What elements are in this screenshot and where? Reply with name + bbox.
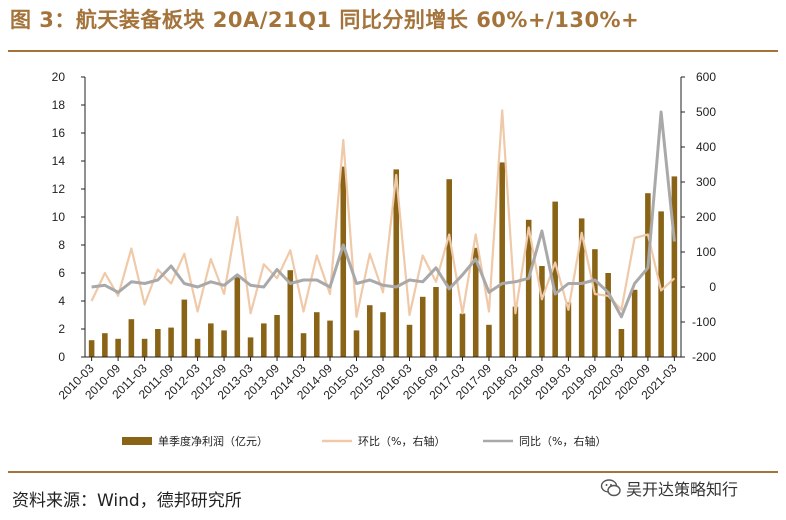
right-tick-label: 200	[696, 210, 716, 224]
bar-2015-06	[366, 305, 373, 357]
left-tick-label: 12	[52, 182, 66, 196]
right-tick-label: 400	[696, 140, 716, 154]
source-note: 资料来源：Wind，德邦研究所	[12, 491, 242, 511]
bar-2014-09	[327, 320, 333, 357]
bar-2015-12	[393, 169, 400, 357]
left-tick-label: 8	[58, 238, 65, 252]
bar-2013-03	[247, 337, 254, 357]
bar-2010-09	[115, 338, 121, 357]
bar-2020-06	[631, 289, 638, 357]
bar-2017-12	[499, 162, 505, 357]
chart-legend: 单季度净利润（亿元） 环比（%，右轴） 同比（%，右轴）	[122, 434, 606, 448]
bar-2020-03	[618, 329, 625, 357]
bar-2016-03	[406, 324, 413, 357]
bar-2019-06	[578, 218, 585, 357]
bar-2010-03	[88, 340, 95, 357]
bar-2013-06	[261, 323, 267, 357]
legend-swatch-bar	[122, 437, 152, 445]
bar-2020-09	[645, 193, 651, 357]
bar-2014-03	[300, 333, 307, 357]
bar-2017-03	[459, 313, 466, 357]
left-tick-label: 18	[52, 98, 66, 112]
bar-2011-09	[168, 327, 174, 357]
bar-2021-03	[671, 176, 678, 357]
bar-2016-06	[419, 296, 426, 357]
bar-2010-12	[128, 319, 135, 357]
legend-label: 单季度净利润（亿元）	[158, 434, 268, 448]
bar-2011-03	[141, 338, 148, 357]
bar-2017-09	[486, 324, 492, 357]
bar-2013-09	[274, 315, 280, 357]
bar-2020-12	[658, 211, 664, 357]
bar-2012-06	[208, 323, 214, 357]
bar-2012-09	[221, 330, 227, 357]
right-tick-label: -100	[692, 315, 716, 329]
left-tick-label: 20	[52, 70, 66, 84]
left-tick-label: 2	[58, 322, 65, 336]
bar-2015-03	[353, 330, 360, 357]
bar-series	[88, 162, 678, 357]
bar-2017-06	[472, 247, 479, 357]
bar-2018-03	[512, 306, 519, 357]
left-tick-label: 10	[52, 210, 66, 224]
bar-2012-03	[194, 338, 201, 357]
bar-2018-09	[539, 266, 545, 357]
bar-2014-06	[313, 312, 320, 357]
title-rule	[8, 50, 778, 52]
right-tick-label: 500	[696, 105, 716, 119]
legend-label: 同比（%，右轴）	[519, 434, 606, 448]
legend-label: 环比（%，右轴）	[358, 434, 445, 448]
bar-2011-12	[181, 299, 188, 357]
bar-2016-09	[433, 287, 439, 357]
yoy-line	[91, 110, 676, 319]
bar-2016-12	[446, 179, 453, 357]
bar-2015-09	[380, 312, 386, 357]
left-tick-label: 0	[58, 350, 65, 364]
line-series	[90, 109, 676, 319]
chart-canvas: 0 2 4 6 8 10 12 14 16 18 20 -200 -100 0 100 200 300 400 50…	[52, 70, 717, 448]
watermark-text: 吴开达策略知行	[626, 480, 739, 499]
bar-2018-06	[525, 219, 532, 357]
watermark: 吴开达策略知行	[600, 476, 738, 500]
bar-2019-03	[565, 302, 572, 357]
right-tick-label: 600	[696, 70, 716, 84]
right-tick-label: 0	[709, 280, 716, 294]
chart-title: 图 3：航天装备板块 20A/21Q1 同比分别增长 60%+/130%+	[10, 8, 640, 32]
bar-2013-12	[287, 270, 294, 357]
bar-2019-09	[592, 249, 598, 357]
bar-2014-12	[340, 166, 347, 357]
bar-2012-12	[234, 277, 241, 357]
right-tick-label: -200	[692, 350, 716, 364]
bar-2011-06	[155, 329, 161, 357]
bar-2019-12	[605, 273, 611, 357]
bar-2018-12	[552, 201, 558, 357]
wechat-icon	[600, 479, 621, 497]
right-tick-label: 300	[696, 175, 716, 189]
footer-rule	[8, 471, 778, 473]
right-tick-label: 100	[696, 245, 716, 259]
left-tick-label: 14	[52, 154, 66, 168]
left-tick-label: 16	[52, 126, 66, 140]
qoq-line	[90, 109, 676, 318]
left-tick-label: 4	[58, 294, 65, 308]
left-tick-label: 6	[58, 266, 65, 280]
bar-2010-06	[102, 333, 108, 357]
